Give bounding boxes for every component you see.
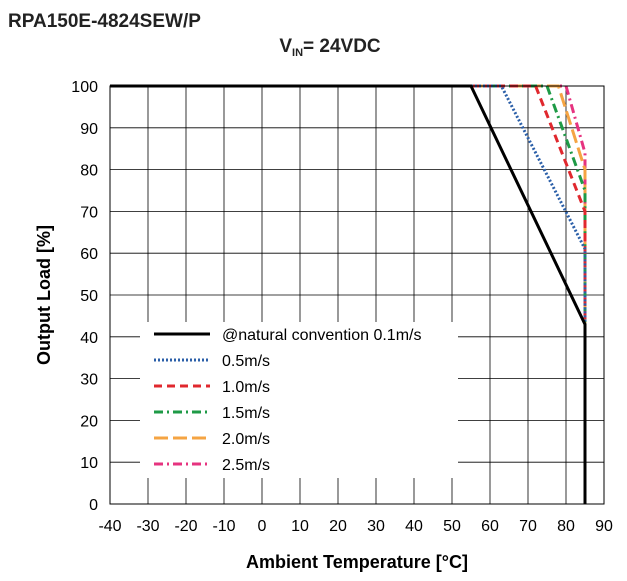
y-tick-label: 0 — [89, 497, 98, 514]
x-tick-label: 10 — [291, 518, 309, 535]
tick-labels: -40 -30 -20 -10 0 10 20 30 40 50 60 70 80 90 0 10 20 30 40… — [71, 79, 613, 535]
legend-label: 2.5m/s — [222, 457, 270, 474]
legend-label: 1.5m/s — [222, 405, 270, 422]
x-tick-label: 20 — [329, 518, 347, 535]
legend: @natural convention 0.1m/s 0.5m/s 1.0m/s 1.… — [140, 322, 458, 478]
legend-box — [140, 322, 458, 478]
legend-label: @natural convention 0.1m/s — [222, 327, 421, 344]
y-tick-label: 20 — [80, 413, 98, 430]
y-tick-label: 30 — [80, 372, 98, 389]
x-tick-label: -20 — [174, 518, 197, 535]
x-tick-label: -40 — [98, 518, 121, 535]
x-tick-label: 70 — [519, 518, 537, 535]
x-tick-label: -30 — [136, 518, 159, 535]
y-tick-label: 10 — [80, 455, 98, 472]
chart-subtitle: VIN= 24VDC — [279, 36, 381, 59]
y-tick-label: 40 — [80, 330, 98, 347]
x-tick-label: 50 — [443, 518, 461, 535]
x-tick-label: 30 — [367, 518, 385, 535]
x-tick-label: 0 — [258, 518, 267, 535]
y-tick-label: 60 — [80, 246, 98, 263]
x-tick-label: 80 — [557, 518, 575, 535]
y-axis-label: Output Load [%] — [34, 225, 54, 365]
chart-title: RPA150E-4824SEW/P — [8, 11, 201, 32]
x-tick-label: 40 — [405, 518, 423, 535]
plot-frame — [109, 85, 605, 505]
x-tick-label: 60 — [481, 518, 499, 535]
series-line — [471, 84, 587, 325]
y-tick-label: 90 — [80, 121, 98, 138]
x-axis-label: Ambient Temperature [°C] — [246, 552, 468, 572]
y-tick-label: 100 — [71, 79, 98, 96]
legend-label: 2.0m/s — [222, 431, 270, 448]
x-tick-label: 90 — [595, 518, 613, 535]
y-tick-label: 70 — [80, 204, 98, 221]
y-tick-label: 80 — [80, 163, 98, 180]
y-tick-label: 50 — [80, 288, 98, 305]
legend-label: 1.0m/s — [222, 379, 270, 396]
legend-label: 0.5m/s — [222, 353, 270, 370]
x-tick-label: -10 — [212, 518, 235, 535]
